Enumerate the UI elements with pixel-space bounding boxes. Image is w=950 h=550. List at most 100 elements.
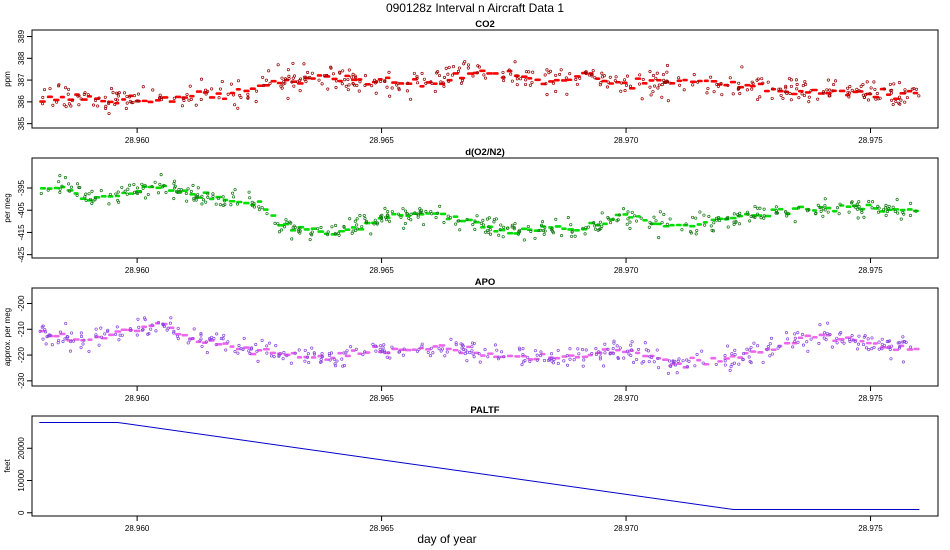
d-o2-n2-x-tick-label: 28.970 [614, 266, 639, 275]
d-o2-n2-data-point [513, 222, 517, 226]
co2-data-point [64, 86, 68, 90]
co2-data-point [238, 93, 242, 97]
apo-data-point [572, 358, 576, 362]
d-o2-n2-data-point [883, 206, 888, 210]
d-o2-n2-data-point [407, 216, 411, 220]
co2-data-point [125, 94, 129, 98]
co2-data-point [903, 100, 907, 104]
co2-data-point [347, 68, 351, 72]
apo-data-point [872, 345, 876, 350]
co2-data-point [397, 88, 401, 92]
apo-data-point [199, 333, 203, 337]
apo-data-point [378, 347, 382, 351]
apo-data-point [305, 355, 309, 359]
apo-data-point [877, 340, 881, 344]
d-o2-n2-data-point [156, 191, 161, 195]
d-o2-n2-data-point [581, 227, 585, 231]
d-o2-n2-data-point [896, 211, 900, 215]
co2-data-point [831, 83, 836, 87]
apo-data-point [312, 352, 317, 356]
apo-data-point [877, 347, 881, 351]
co2-data-point [437, 73, 442, 78]
co2-data-point [206, 89, 210, 94]
apo-data-point [81, 342, 85, 346]
d-o2-n2-data-point [172, 182, 176, 186]
co2-data-point [715, 82, 719, 87]
co2-data-point [583, 70, 587, 74]
apo-data-point [99, 335, 104, 339]
d-o2-n2-data-point [330, 225, 334, 229]
main-title: 090128z Interval n Aircraft Data 1 [386, 1, 564, 15]
co2-data-point [825, 88, 829, 92]
apo-data-point [379, 344, 383, 348]
co2-data-point [298, 89, 302, 93]
apo-data-point [612, 339, 616, 343]
co2-data-point [286, 68, 290, 72]
d-o2-n2-data-point [90, 201, 94, 206]
co2-data-point [850, 88, 854, 92]
apo-data-point [890, 344, 894, 348]
d-o2-n2-data-point [276, 222, 280, 226]
co2-data-point [547, 71, 551, 75]
co2-data-point [737, 81, 741, 85]
apo-data-point [237, 343, 241, 347]
d-o2-n2-data-point [752, 215, 756, 219]
apo-data-point [44, 342, 48, 346]
apo-data-point [801, 343, 806, 347]
apo-plot-area [38, 316, 920, 375]
apo-data-point [851, 338, 855, 342]
co2-data-point [800, 92, 804, 96]
d-o2-n2-data-point [611, 217, 615, 221]
apo-data-point [535, 353, 539, 357]
d-o2-n2-data-point [46, 188, 50, 192]
apo-data-point [426, 350, 430, 354]
co2-data-point [69, 104, 73, 108]
co2-data-point [357, 89, 361, 93]
co2-data-point [158, 93, 162, 97]
d-o2-n2-data-point [285, 220, 289, 224]
d-o2-n2-data-point [430, 212, 434, 216]
co2-x-tick-label: 28.960 [125, 136, 150, 145]
d-o2-n2-data-point [517, 229, 521, 234]
co2-data-point [761, 81, 765, 85]
d-o2-n2-data-point [616, 218, 620, 222]
apo-data-point [472, 355, 476, 359]
co2-data-point [459, 81, 464, 85]
apo-data-point [319, 357, 323, 362]
d-o2-n2-data-point [837, 212, 841, 216]
co2-data-point [719, 81, 723, 86]
co2-data-point [826, 78, 830, 82]
d-o2-n2-data-point [401, 207, 405, 211]
d-o2-n2-data-point [419, 208, 423, 212]
co2-data-point [613, 79, 617, 83]
apo-data-point [784, 331, 789, 335]
apo-data-point [320, 355, 324, 359]
co2-data-point [606, 80, 610, 84]
apo-data-point [756, 344, 760, 348]
d-o2-n2-data-point [487, 225, 491, 229]
d-o2-n2-data-point [526, 224, 530, 229]
co2-data-point [894, 99, 898, 104]
apo-data-point [82, 338, 86, 342]
co2-data-point [199, 97, 203, 101]
apo-data-point [889, 357, 893, 361]
paltf-x-tick-label: 28.960 [125, 524, 150, 533]
d-o2-n2-data-point [342, 224, 346, 229]
d-o2-n2-data-point [857, 205, 861, 209]
d-o2-n2-data-point [762, 216, 766, 220]
co2-data-point [865, 80, 869, 84]
apo-data-point [853, 339, 857, 344]
d-o2-n2-data-point [594, 227, 598, 231]
d-o2-n2-data-point [177, 187, 181, 192]
d-o2-n2-data-point [372, 222, 376, 226]
d-o2-n2-data-point [250, 204, 255, 208]
d-o2-n2-data-point [876, 204, 880, 208]
co2-data-point [692, 73, 696, 77]
apo-x-tick-label: 28.960 [125, 394, 150, 403]
apo-data-point [471, 352, 475, 356]
apo-data-point [439, 349, 443, 353]
apo-data-point [443, 354, 447, 358]
apo-data-point [770, 352, 774, 356]
apo-data-point [611, 351, 616, 355]
co2-data-point [218, 87, 222, 91]
